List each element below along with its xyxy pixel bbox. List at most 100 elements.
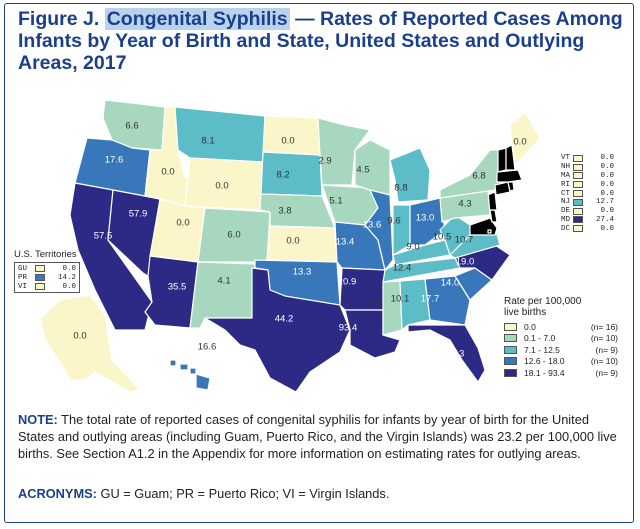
- label-GA: 17.7: [421, 294, 440, 305]
- territories-title: U.S. Territories: [14, 249, 77, 260]
- state-UT: [149, 198, 206, 263]
- territory-abbr: PR: [18, 273, 28, 282]
- legend-count: (n= 9): [595, 344, 618, 355]
- state-IL: [364, 189, 394, 271]
- label-NV: 57.9: [129, 209, 148, 220]
- label-TN: 12.4: [393, 263, 412, 274]
- ne-row: CT 0.0: [556, 189, 614, 198]
- state-ME: [509, 111, 541, 166]
- ne-abbr: DC: [560, 224, 570, 233]
- ne-row: VT 0.0: [556, 154, 614, 163]
- territory-value: 0.0: [62, 282, 76, 291]
- label-WV: 10.5: [433, 232, 452, 243]
- legend-title-line1: Rate per 100,000: [504, 296, 582, 307]
- title-highlight: Congenital Syphilis: [104, 8, 290, 30]
- title-rest: — Rates of Reported Cases Among Infants …: [18, 8, 623, 74]
- label-NC: 19.0: [456, 257, 475, 268]
- territories-table: GU 0.0 PR 14.2 VI 0.0: [14, 262, 80, 293]
- acronyms-text: GU = Guam; PR = Puerto Rico; VI = Virgin…: [100, 486, 390, 501]
- ne-row: MA 0.0: [556, 172, 614, 181]
- ne-value: 27.4: [595, 215, 614, 224]
- ne-color-box: [573, 154, 583, 162]
- legend-color-box: [504, 357, 517, 366]
- legend-range: 18.1 - 93.4: [524, 367, 565, 378]
- state-NE: [259, 193, 336, 229]
- territory-value: 14.2: [57, 273, 76, 282]
- legend-range: 0.1 - 7.0: [524, 333, 556, 344]
- state-DC: [487, 229, 492, 234]
- label-AR: 20.9: [338, 277, 357, 288]
- label-WY: 0.0: [215, 181, 228, 192]
- state-TX: [204, 267, 351, 393]
- northeast-table: VT 0.0 NH 0.0 MA 0.0 RI 0.0 CT 0.0 NJ 12…: [556, 154, 614, 233]
- legend-color-box: [504, 368, 517, 377]
- state-CT: [494, 181, 511, 196]
- label-ND: 0.0: [281, 136, 294, 147]
- ne-row: RI 0.0: [556, 180, 614, 189]
- legend-color-box: [504, 322, 517, 331]
- ne-value: 12.7: [595, 198, 614, 207]
- ne-color-box: [573, 190, 583, 198]
- territory-abbr: VI: [18, 282, 28, 291]
- label-MT: 8.1: [201, 136, 214, 147]
- ne-color-box: [573, 163, 583, 171]
- ne-value: 0.0: [600, 163, 614, 172]
- label-KY: 9.0: [406, 242, 419, 253]
- territory-color-box: [35, 283, 45, 290]
- figure-frame: [4, 3, 634, 523]
- ne-row: DE 0.0: [556, 207, 614, 216]
- ne-value: 0.0: [600, 171, 614, 180]
- ne-value: 0.0: [600, 154, 614, 163]
- ne-color-box: [573, 172, 583, 180]
- note-paragraph: NOTE: The total rate of reported cases o…: [18, 411, 623, 462]
- label-SD: 8.2: [276, 170, 289, 181]
- territory-color-box: [35, 265, 45, 272]
- ne-color-box: [573, 225, 583, 233]
- label-CO: 6.0: [227, 230, 240, 241]
- us-map: 6.6 17.6 57.5 57.9 0.0 8.1 0.0 0.0 35.5 …: [39, 99, 541, 393]
- label-MN: 2.9: [318, 156, 331, 167]
- label-IN: 9.6: [387, 216, 400, 227]
- label-OH: 13.0: [416, 213, 435, 224]
- state-SD: [260, 151, 323, 197]
- state-FL: [407, 324, 486, 383]
- state-MT: [174, 106, 266, 163]
- ne-color-box: [573, 216, 583, 224]
- legend-count: (n= 10): [590, 356, 618, 367]
- label-UT: 0.0: [176, 218, 189, 229]
- label-PA: 4.3: [458, 199, 471, 210]
- legend-row: 0.1 - 7.0 (n= 10): [504, 333, 618, 345]
- label-AK: 0.0: [73, 331, 86, 342]
- ne-color-box: [573, 181, 583, 189]
- label-NE: 3.8: [278, 206, 291, 217]
- legend-color-box: [504, 334, 517, 343]
- territory-value: 0.0: [62, 264, 76, 273]
- label-LA: 93.4: [339, 323, 358, 334]
- state-MN: [317, 117, 371, 186]
- ne-abbr: VT: [560, 154, 570, 163]
- legend-range: 7.1 - 12.5: [524, 344, 560, 355]
- label-AZ: 35.5: [168, 282, 187, 293]
- note-text: The total rate of reported cases of cong…: [18, 412, 617, 461]
- ne-abbr: NH: [560, 163, 570, 172]
- territory-color-box: [35, 274, 45, 281]
- territory-row: GU 0.0: [18, 264, 76, 273]
- ne-row: MD 27.4: [556, 216, 614, 225]
- territory-abbr: GU: [18, 264, 28, 273]
- legend-range: 0.0: [524, 321, 536, 332]
- state-MI: [389, 147, 431, 203]
- legend-color-box: [504, 345, 517, 354]
- acronyms-paragraph: ACRONYMS: GU = Guam; PR = Puerto Rico; V…: [18, 485, 623, 502]
- state-VT: [497, 147, 507, 173]
- ne-row: DC 0.0: [556, 224, 614, 233]
- state-KS: [266, 225, 338, 263]
- label-MI: 8.8: [394, 183, 407, 194]
- ne-abbr: NJ: [560, 198, 570, 207]
- label-CA: 57.5: [94, 231, 113, 242]
- ne-value: 0.0: [600, 189, 614, 198]
- label-TX: 44.2: [275, 314, 294, 325]
- legend-count: (n= 9): [595, 367, 618, 378]
- label-NY: 6.8: [472, 171, 485, 182]
- legend-row: 0.0 (n= 16): [504, 321, 618, 333]
- state-MS: [382, 280, 403, 336]
